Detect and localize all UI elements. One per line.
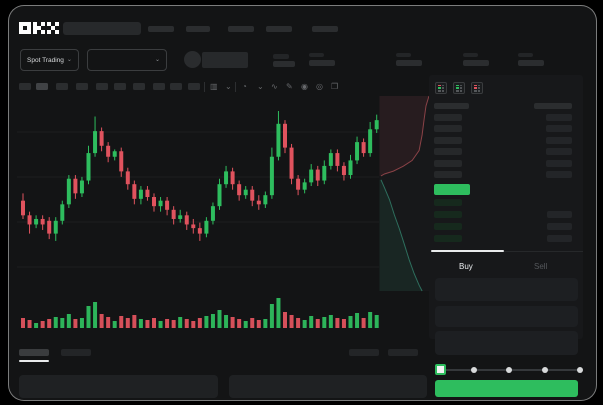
- order-history-panel: [229, 375, 427, 398]
- timeframe-button[interactable]: [170, 83, 182, 90]
- price-column-header: [434, 103, 469, 109]
- amount-slider-handle[interactable]: [435, 364, 446, 375]
- stat-label: [309, 53, 324, 57]
- ask-amount[interactable]: [546, 148, 572, 155]
- timeframe-button[interactable]: [133, 83, 145, 90]
- ask-amount[interactable]: [546, 137, 572, 144]
- ask-price[interactable]: [434, 137, 462, 144]
- coin-icon: [184, 51, 201, 68]
- stat-label: [396, 53, 411, 57]
- pair-name-placeholder: [202, 52, 248, 68]
- bottom-action-1[interactable]: [349, 349, 379, 356]
- stat-value: [518, 60, 544, 66]
- amount-input[interactable]: [435, 306, 578, 327]
- bottom-action-2[interactable]: [388, 349, 418, 356]
- ask-amount[interactable]: [546, 125, 572, 132]
- order-book-layout-toggle[interactable]: [435, 82, 447, 94]
- ask-amount[interactable]: [546, 171, 572, 178]
- timeframe-button[interactable]: [19, 83, 31, 90]
- nav-item[interactable]: [266, 26, 292, 32]
- stat-value: [309, 60, 335, 66]
- ask-price[interactable]: [434, 114, 462, 121]
- tabs-divider: [431, 251, 583, 252]
- price-input[interactable]: [435, 278, 578, 301]
- last-price-badge[interactable]: [434, 184, 470, 195]
- indicator-icon[interactable]: ◔: [242, 82, 247, 91]
- order-book-layout-toggle[interactable]: [471, 82, 483, 94]
- ask-price[interactable]: [434, 160, 462, 167]
- nav-item[interactable]: [186, 26, 210, 32]
- nav-item[interactable]: [228, 26, 254, 32]
- last-price-placeholder: [273, 61, 295, 67]
- chevron-down-icon: ⌄: [66, 57, 72, 63]
- stat-label: [463, 53, 478, 57]
- amount-column-header: [534, 103, 572, 109]
- stat-value: [463, 60, 489, 66]
- total-input[interactable]: [435, 331, 578, 355]
- tab-sell[interactable]: Sell: [534, 262, 548, 271]
- ask-price[interactable]: [434, 125, 462, 132]
- open-orders-panel: [19, 375, 218, 398]
- timeframe-button[interactable]: [153, 83, 165, 90]
- timeframe-button[interactable]: [96, 83, 108, 90]
- bid-price[interactable]: [434, 211, 462, 218]
- bid-amount[interactable]: [547, 235, 572, 242]
- bottom-tab-2[interactable]: [61, 349, 91, 356]
- nav-item[interactable]: [312, 26, 338, 32]
- okx-logo[interactable]: [19, 22, 59, 34]
- slider-step-dot[interactable]: [542, 367, 548, 373]
- timeframe-button[interactable]: [114, 83, 126, 90]
- bid-amount[interactable]: [547, 211, 572, 218]
- logo-letter: [19, 22, 31, 34]
- order-book-layout-toggle[interactable]: [453, 82, 465, 94]
- tab-buy[interactable]: Buy: [459, 262, 473, 271]
- timeframe-button[interactable]: [56, 83, 68, 90]
- bid-price[interactable]: [434, 235, 462, 242]
- slider-step-dot[interactable]: [506, 367, 512, 373]
- ask-amount[interactable]: [546, 114, 572, 121]
- ask-price[interactable]: [434, 171, 462, 178]
- bottom-tab-active[interactable]: [19, 349, 49, 356]
- fullscreen-icon[interactable]: ❐: [331, 82, 339, 91]
- timeframe-button[interactable]: [36, 83, 48, 90]
- logo-letter: [33, 22, 45, 34]
- slider-step-dot[interactable]: [577, 367, 583, 373]
- timeframe-button[interactable]: [76, 83, 88, 90]
- bid-price[interactable]: [434, 199, 462, 206]
- ask-price[interactable]: [434, 148, 462, 155]
- chevron-down-icon[interactable]: ⌄: [257, 82, 264, 91]
- slider-step-dot[interactable]: [471, 367, 477, 373]
- chart-toolbar: ▥ ⌄ ◔ ⌄ ∿ ✎ ◉ ◎ ❐: [19, 82, 429, 93]
- market-type-label: Spot Trading: [27, 56, 64, 64]
- price-chart[interactable]: [17, 95, 431, 337]
- bid-amount[interactable]: [547, 223, 572, 230]
- stat-label: [518, 53, 533, 57]
- chevron-down-icon[interactable]: ⌄: [225, 82, 232, 91]
- chevron-down-icon: ⌄: [154, 57, 160, 63]
- camera-icon[interactable]: ◉: [301, 82, 308, 91]
- line-tool-icon[interactable]: ∿: [271, 82, 278, 91]
- bottom-tab-indicator: [19, 360, 49, 362]
- divider: [204, 82, 205, 92]
- buy-button[interactable]: [435, 380, 578, 397]
- market-type-selector[interactable]: Spot Trading ⌄: [20, 49, 79, 71]
- pair-dropdown[interactable]: ⌄: [87, 49, 167, 71]
- price-label-placeholder: [273, 54, 289, 59]
- buy-tab-indicator: [431, 250, 504, 252]
- stat-value: [396, 60, 422, 66]
- divider: [235, 82, 236, 92]
- logo-letter: [47, 22, 59, 34]
- candle-type-icon[interactable]: ▥: [210, 82, 218, 91]
- timeframe-button[interactable]: [188, 83, 200, 90]
- search-input[interactable]: [63, 22, 141, 35]
- bid-price[interactable]: [434, 223, 462, 230]
- draw-icon[interactable]: ✎: [286, 82, 293, 91]
- nav-item[interactable]: [148, 26, 174, 32]
- app-window: Spot Trading ⌄ ⌄ ▥ ⌄ ◔ ⌄ ∿ ✎ ◉ ◎ ❐ Buy Sell: [8, 5, 597, 401]
- ask-amount[interactable]: [546, 160, 572, 167]
- settings-icon[interactable]: ◎: [316, 82, 323, 91]
